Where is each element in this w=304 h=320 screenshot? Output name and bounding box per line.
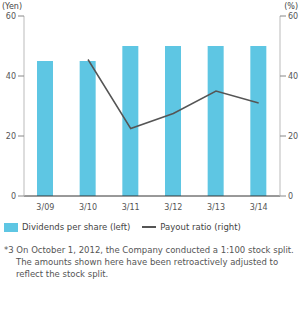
svg-text:40: 40: [8, 72, 16, 81]
svg-text:60: 60: [288, 12, 296, 21]
svg-text:3/09: 3/09: [36, 203, 54, 212]
svg-text:3/12: 3/12: [164, 203, 182, 212]
svg-text:3/10: 3/10: [79, 203, 97, 212]
svg-text:0: 0: [288, 192, 293, 201]
svg-text:20: 20: [8, 132, 16, 141]
html-text:Payout ratio (right): Payout ratio (right): [160, 222, 241, 232]
html-text:(Yen): (Yen): [2, 2, 23, 11]
svg-text:3/14: 3/14: [250, 203, 268, 212]
svg-text:3/11: 3/11: [122, 203, 140, 212]
svg-text:3/13: 3/13: [207, 203, 225, 212]
svg-text:0: 0: [11, 192, 16, 201]
svg-text:20: 20: [288, 132, 296, 141]
svg-text:40: 40: [288, 72, 296, 81]
svg-text:60: 60: [8, 12, 16, 21]
html-text:Dividends per share (left): Dividends per share (left): [22, 222, 131, 232]
html-text:*3 On October 1, 2012, the Com: *3 On October 1, 2012, the Company condu…: [4, 245, 294, 279]
